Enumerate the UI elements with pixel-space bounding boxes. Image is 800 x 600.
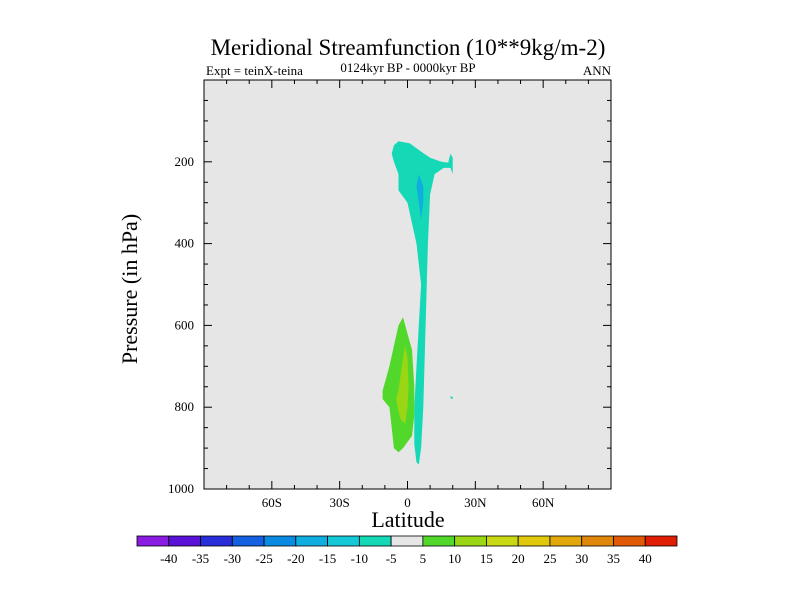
colorbar-label: 30 <box>575 551 588 566</box>
y-tick-label: 600 <box>175 317 195 332</box>
colorbar-label: 40 <box>639 551 652 566</box>
colorbar-swatch <box>168 535 201 547</box>
colorbar-label: -10 <box>351 551 368 566</box>
chart-title: Meridional Streamfunction (10**9kg/m-2) <box>211 35 606 60</box>
colorbar-swatch <box>517 535 551 547</box>
colorbar-label: 10 <box>448 551 461 566</box>
x-tick-label: 30N <box>464 495 487 510</box>
colorbar-label: 25 <box>543 551 556 566</box>
colorbar-swatch <box>358 535 392 547</box>
colorbar-label: -30 <box>224 551 241 566</box>
y-tick-label: 1000 <box>168 481 194 496</box>
contour-region <box>382 317 415 453</box>
colorbar-label: -15 <box>319 551 336 566</box>
subtitle-season: ANN <box>583 63 612 78</box>
y-tick-label: 800 <box>175 399 195 414</box>
y-tick-label: 400 <box>175 236 195 251</box>
contour-region <box>396 345 409 424</box>
colorbar: -40 -35 -30 -25 -20 -15 -10 -5 5 10 15 20 25 30 35 40 <box>136 535 678 566</box>
colorbar-swatch <box>295 535 328 547</box>
x-tick-label: 60S <box>262 495 282 510</box>
colorbar-label: -25 <box>255 551 272 566</box>
x-tick-label: 60N <box>532 495 555 510</box>
x-tick-label: 30S <box>330 495 350 510</box>
colorbar-label: 5 <box>420 551 427 566</box>
colorbar-label: 35 <box>607 551 620 566</box>
colorbar-label: 20 <box>512 551 525 566</box>
contour-regions <box>382 141 453 465</box>
colorbar-label: -35 <box>192 551 209 566</box>
contour-region <box>450 396 453 399</box>
contour-region <box>416 174 424 220</box>
colorbar-swatch <box>486 535 519 547</box>
subtitle-experiment: Expt = teinX-teina <box>206 63 303 78</box>
colorbar-swatch <box>644 535 678 547</box>
axis-ticks: 60S 30S 0 30N 60N 200 400 600 800 1000 <box>168 80 612 510</box>
colorbar-swatch <box>422 535 456 547</box>
colorbar-swatch <box>613 535 646 547</box>
colorbar-swatch <box>231 535 265 547</box>
colorbar-swatch <box>136 535 170 547</box>
colorbar-swatch <box>390 535 424 547</box>
colorbar-swatch <box>263 535 297 547</box>
y-axis-label: Pressure (in hPa) <box>117 214 142 364</box>
colorbar-label: 15 <box>480 551 493 566</box>
subtitle-time-range: 0124kyr BP - 0000kyr BP <box>340 60 475 75</box>
x-axis-label: Latitude <box>371 507 444 532</box>
x-tick-label: 0 <box>404 495 411 510</box>
colorbar-swatch <box>549 535 583 547</box>
y-tick-label: 200 <box>175 154 195 169</box>
colorbar-swatch <box>327 535 360 547</box>
colorbar-swatch <box>454 535 487 547</box>
colorbar-label: -20 <box>287 551 304 566</box>
colorbar-swatch <box>581 535 614 547</box>
colorbar-swatch <box>200 535 233 547</box>
contour-region <box>391 141 453 465</box>
colorbar-label: -40 <box>160 551 177 566</box>
colorbar-label: -5 <box>386 551 397 566</box>
